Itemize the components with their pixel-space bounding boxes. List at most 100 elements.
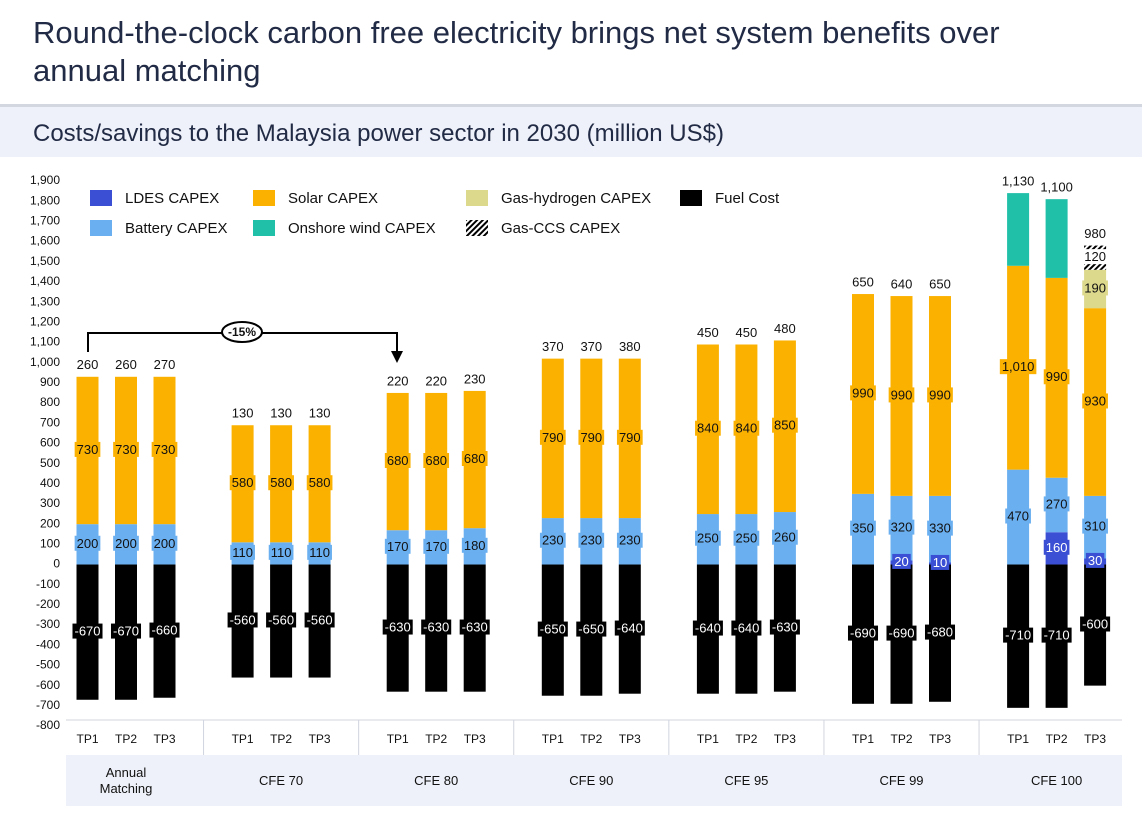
data-label: -640 xyxy=(695,621,721,636)
data-label-box xyxy=(151,535,178,551)
data-label: -630 xyxy=(385,620,411,635)
net-total-label: 370 xyxy=(580,339,602,354)
group-label: CFE 100 xyxy=(1030,772,1083,788)
data-label-box xyxy=(459,619,490,635)
net-total-label: 220 xyxy=(425,373,447,388)
data-label: -670 xyxy=(74,624,100,639)
data-label: 10 xyxy=(933,555,947,570)
data-label-box xyxy=(266,612,297,628)
divider xyxy=(0,104,1142,107)
data-label-box xyxy=(384,453,411,469)
data-label: 840 xyxy=(736,421,758,436)
data-label-box xyxy=(230,544,255,560)
legend-label: Battery CAPEX xyxy=(125,220,228,237)
y-tick-label: 600 xyxy=(40,436,60,450)
y-tick-label: -400 xyxy=(36,637,60,651)
data-label-box xyxy=(1082,249,1108,265)
y-tick-label: 300 xyxy=(40,496,60,510)
data-label-box xyxy=(537,621,568,637)
legend-label: Gas-hydrogen CAPEX xyxy=(501,190,651,207)
data-label-box xyxy=(847,625,879,641)
data-label-box xyxy=(924,624,956,640)
group-label: Annual Matching xyxy=(99,764,153,796)
data-label-box xyxy=(999,359,1037,375)
data-label: 200 xyxy=(77,536,99,551)
net-total-label: 370 xyxy=(542,339,564,354)
group-label: CFE 90 xyxy=(569,772,614,788)
net-total-label: 980 xyxy=(1084,226,1106,241)
data-label-box xyxy=(382,619,413,635)
net-total-label: 650 xyxy=(852,274,874,289)
x-tick-label: TP3 xyxy=(464,732,486,746)
y-tick-label: 500 xyxy=(40,456,60,470)
data-label: 990 xyxy=(852,385,874,400)
legend-label: Solar CAPEX xyxy=(288,190,378,207)
data-label-box xyxy=(72,623,103,639)
data-label-box xyxy=(151,441,178,457)
data-label-box xyxy=(614,620,645,636)
x-tick-label: TP2 xyxy=(270,732,292,746)
data-label: 250 xyxy=(736,531,758,546)
data-label: -640 xyxy=(733,621,759,636)
bar-segment xyxy=(1045,199,1068,278)
data-label: 110 xyxy=(271,545,292,560)
net-total-label: 650 xyxy=(929,276,951,291)
data-label-box xyxy=(888,519,915,535)
data-label: 310 xyxy=(1084,519,1106,534)
legend-swatch xyxy=(253,220,275,236)
data-label: 850 xyxy=(774,418,796,433)
data-label: 790 xyxy=(542,430,564,445)
group-band xyxy=(66,755,1122,806)
data-label: 1,010 xyxy=(1002,359,1035,374)
data-label-box xyxy=(1080,616,1111,632)
y-tick-label: 1,200 xyxy=(30,314,60,328)
data-label-box xyxy=(149,622,180,638)
legend-swatch xyxy=(466,190,488,206)
data-label: 230 xyxy=(580,533,602,548)
data-label-box xyxy=(892,553,911,569)
data-label: -710 xyxy=(1005,628,1031,643)
y-tick-label: 1,800 xyxy=(30,193,60,207)
data-label-box xyxy=(616,429,643,445)
x-tick-label: TP2 xyxy=(1046,732,1068,746)
annotation: -15% xyxy=(228,325,256,339)
y-tick-label: -800 xyxy=(36,718,60,732)
y-tick-label: 1,400 xyxy=(30,274,60,288)
y-tick-label: -600 xyxy=(36,678,60,692)
y-tick-label: 900 xyxy=(40,375,60,389)
data-label-box xyxy=(384,538,411,554)
data-label: -560 xyxy=(307,612,333,627)
x-tick-label: TP2 xyxy=(425,732,447,746)
data-label-box xyxy=(927,387,953,403)
data-label: 200 xyxy=(154,536,176,551)
net-total-label: 640 xyxy=(891,276,913,291)
data-label: -650 xyxy=(578,622,604,637)
data-label: 110 xyxy=(232,545,253,560)
net-total-label: 1,130 xyxy=(1002,174,1035,189)
net-total-label: 1,100 xyxy=(1040,180,1073,195)
data-label-box xyxy=(772,417,798,433)
data-label: 730 xyxy=(77,442,99,457)
data-label: 230 xyxy=(619,533,641,548)
data-label: -630 xyxy=(462,620,488,635)
subtitle: Costs/savings to the Malaysia power sect… xyxy=(33,120,724,147)
data-label-box xyxy=(930,554,950,570)
data-label: 990 xyxy=(929,387,951,402)
data-label: 180 xyxy=(464,538,486,553)
x-tick-label: TP3 xyxy=(929,732,951,746)
legend-label: Gas-CCS CAPEX xyxy=(501,220,620,237)
x-tick-label: TP2 xyxy=(735,732,757,746)
data-label: 990 xyxy=(891,387,913,402)
legend-swatch xyxy=(680,190,702,206)
group-label: CFE 80 xyxy=(414,772,459,788)
net-total-label: 130 xyxy=(232,406,254,421)
data-label-box xyxy=(1043,496,1070,512)
data-label-box xyxy=(1043,369,1070,385)
data-label-box xyxy=(888,387,915,403)
data-label: -560 xyxy=(268,612,294,627)
group-label: CFE 95 xyxy=(724,772,769,788)
annotation-oval xyxy=(221,321,263,343)
legend-label: Fuel Cost xyxy=(715,190,780,207)
data-label: 200 xyxy=(115,536,137,551)
y-tick-label: 100 xyxy=(40,537,60,551)
